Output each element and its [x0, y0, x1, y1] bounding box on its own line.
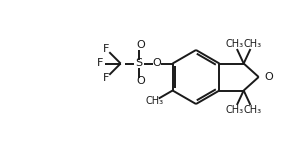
Text: CH₃: CH₃: [244, 39, 262, 49]
Text: CH₃: CH₃: [244, 105, 262, 115]
Text: O: O: [265, 72, 273, 82]
Text: O: O: [136, 76, 145, 87]
Text: CH₃: CH₃: [226, 39, 244, 49]
Text: F: F: [102, 44, 109, 54]
Text: O: O: [152, 59, 161, 68]
Text: CH₃: CH₃: [145, 96, 164, 106]
Text: F: F: [102, 73, 109, 83]
Text: F: F: [96, 59, 103, 68]
Text: CH₃: CH₃: [226, 105, 244, 115]
Text: S: S: [135, 59, 142, 68]
Text: O: O: [136, 41, 145, 51]
